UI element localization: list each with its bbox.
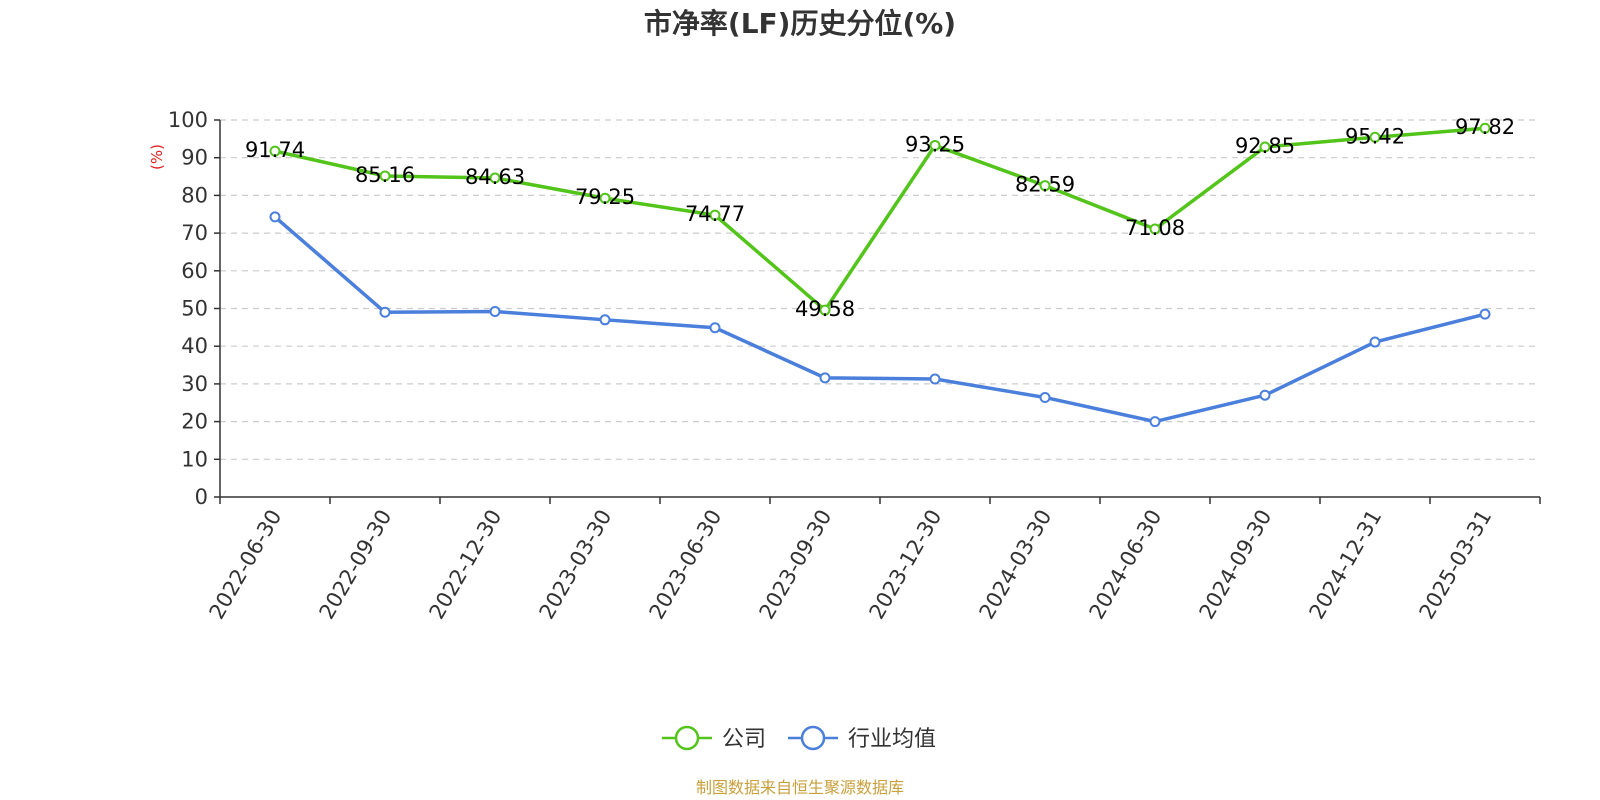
data-label: 74.77 <box>685 202 745 226</box>
chart-title: 市净率(LF)历史分位(%) <box>644 7 956 40</box>
series-1-point <box>1259 389 1271 401</box>
series-1-point <box>709 322 721 334</box>
x-tick-label: 2023-03-30 <box>535 506 617 624</box>
y-tick-label: 100 <box>168 108 208 132</box>
data-label: 84.63 <box>465 165 525 189</box>
data-label: 97.82 <box>1455 115 1515 139</box>
series-1-point <box>1369 336 1381 348</box>
data-label: 71.08 <box>1125 216 1185 240</box>
series-0-point <box>599 192 611 204</box>
label-layer: 91.74 85.16 84.63 79.25 74.77 49.58 93.25 82.59… <box>245 115 1515 321</box>
series-0-point <box>709 209 721 221</box>
data-label: 91.74 <box>245 138 305 162</box>
legend-label: 公司 <box>722 727 766 752</box>
series-layer <box>269 122 1491 428</box>
y-unit-label: (%) <box>148 144 166 170</box>
y-tick-label: 80 <box>181 183 208 207</box>
series-1-point <box>1149 416 1161 428</box>
y-tick-label: 60 <box>181 259 208 283</box>
series-0-point <box>1039 180 1051 192</box>
x-tick-label: 2022-12-30 <box>425 506 507 624</box>
series-0-point <box>1369 131 1381 143</box>
data-label: 85.16 <box>355 163 415 187</box>
series-0-point <box>929 139 941 151</box>
y-tick-label: 20 <box>181 410 208 434</box>
legend: 公司 行业均值 <box>662 725 936 752</box>
legend-item-1[interactable]: 行业均值 <box>788 725 936 752</box>
series-1-point <box>929 373 941 385</box>
series-0-point <box>489 172 501 184</box>
series-1-point <box>379 306 391 318</box>
x-tick-label: 2022-09-30 <box>315 506 397 624</box>
series-0-point <box>1479 122 1491 134</box>
series-1-point <box>599 314 611 326</box>
legend-label: 行业均值 <box>848 727 936 752</box>
series-1-point <box>1039 391 1051 403</box>
source-note: 制图数据来自恒生聚源数据库 <box>696 778 904 797</box>
data-label: 93.25 <box>905 132 965 156</box>
series-0-point <box>269 145 281 157</box>
series-1-point <box>269 211 281 223</box>
y-tick-label: 50 <box>181 297 208 321</box>
series-0-point <box>819 304 831 316</box>
series-1-point <box>1479 308 1491 320</box>
series-1-point <box>819 372 831 384</box>
data-label: 49.58 <box>795 297 855 321</box>
y-tick-label: 30 <box>181 372 208 396</box>
series-1-point <box>489 306 501 318</box>
x-tick-label: 2022-06-30 <box>205 506 287 624</box>
series-line-0 <box>274 126 1486 312</box>
x-tick-label: 2025-03-31 <box>1415 506 1497 624</box>
y-tick-label: 10 <box>181 447 208 471</box>
x-tick-label: 2024-09-30 <box>1195 506 1277 624</box>
series-0-point <box>1149 223 1161 235</box>
y-tick-label: 90 <box>181 146 208 170</box>
x-tick-label: 2023-06-30 <box>645 506 727 624</box>
legend-marker-icon <box>674 725 700 751</box>
series-line-1 <box>273 215 1486 424</box>
series-0-point <box>379 170 391 182</box>
y-tick-label: 40 <box>181 334 208 358</box>
y-tick-label: 70 <box>181 221 208 245</box>
series-0-point <box>1259 141 1271 153</box>
x-tick-label: 2024-06-30 <box>1085 506 1167 624</box>
x-tick-label: 2024-03-30 <box>975 506 1057 624</box>
data-label: 82.59 <box>1015 173 1075 197</box>
grid-layer <box>220 119 1540 460</box>
x-tick-label: 2023-12-30 <box>865 506 947 624</box>
legend-item-0[interactable]: 公司 <box>662 725 766 752</box>
legend-marker-icon <box>800 725 826 751</box>
data-label: 79.25 <box>575 185 635 209</box>
x-tick-label: 2023-09-30 <box>755 506 837 624</box>
data-label: 95.42 <box>1345 124 1405 148</box>
x-tick-label: 2024-12-31 <box>1305 506 1387 624</box>
data-label: 92.85 <box>1235 134 1295 158</box>
y-tick-label: 0 <box>195 485 208 509</box>
